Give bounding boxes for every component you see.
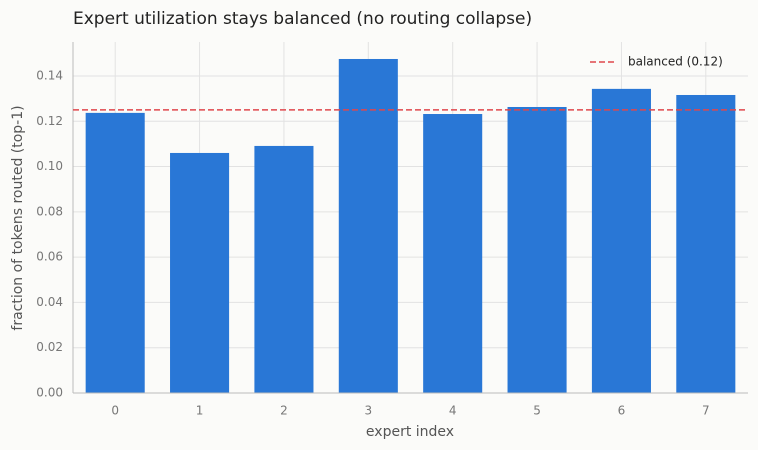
- legend-label: balanced (0.12): [628, 55, 723, 69]
- bar: [338, 58, 398, 393]
- y-tick-label: 0.12: [36, 114, 63, 128]
- bar: [507, 106, 567, 394]
- bar: [170, 152, 230, 393]
- x-tick-label: 0: [111, 404, 119, 418]
- y-tick-label: 0.00: [36, 386, 63, 400]
- y-tick-label: 0.10: [36, 159, 63, 173]
- chart-title: Expert utilization stays balanced (no ro…: [73, 9, 532, 29]
- x-tick-label: 7: [702, 404, 710, 418]
- bar: [676, 94, 736, 393]
- bar: [423, 114, 483, 394]
- x-tick-label: 5: [533, 404, 541, 418]
- x-tick-label: 4: [449, 404, 457, 418]
- x-tick-label: 3: [364, 404, 372, 418]
- x-axis-label: expert index: [366, 424, 454, 440]
- bar: [254, 145, 314, 393]
- y-tick-label: 0.06: [36, 250, 63, 264]
- y-tick-label: 0.14: [36, 68, 63, 82]
- bar: [85, 112, 145, 393]
- x-tick-label: 1: [196, 404, 204, 418]
- x-tick-label: 6: [618, 404, 626, 418]
- bars: [85, 58, 736, 394]
- y-tick-label: 0.04: [36, 295, 63, 309]
- x-tick-label: 2: [280, 404, 288, 418]
- y-tick-label: 0.08: [36, 204, 63, 218]
- bar: [591, 88, 651, 393]
- y-tick-label: 0.02: [36, 340, 63, 354]
- y-axis-label: fraction of tokens routed (top-1): [10, 105, 26, 330]
